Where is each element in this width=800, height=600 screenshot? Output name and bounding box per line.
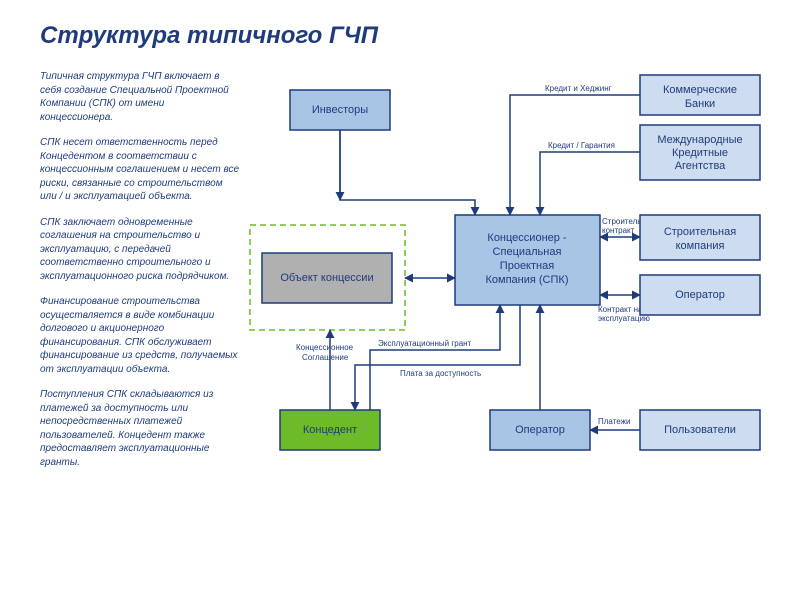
svg-text:Инвесторы: Инвесторы [312,104,368,116]
label-construction-2: контракт [602,226,635,235]
node-concedent: Концедент [280,410,380,450]
edge-grant [370,305,500,410]
label-availability: Плата за доступность [400,369,481,378]
edge-investors-to-spc [340,130,475,215]
node-banks: Коммерческие Банки [640,75,760,115]
label-payments: Платежи [598,417,630,426]
node-operator-bottom: Оператор [490,410,590,450]
svg-text:Проектная: Проектная [500,260,554,272]
node-spc: Концессионер - Специальная Проектная Ком… [455,215,600,305]
svg-text:Банки: Банки [685,98,715,110]
edge-banks-spc [510,95,640,215]
svg-text:компания: компания [676,240,725,252]
svg-text:Специальная: Специальная [493,246,562,258]
label-credit-guarantee: Кредит / Гарантия [548,141,615,150]
node-investors: Инвесторы [290,90,390,130]
svg-text:Оператор: Оператор [675,289,725,301]
node-construction: Строительная компания [640,215,760,260]
edge-availability [355,305,520,410]
label-concession-1: Концессионное [296,343,354,352]
node-operator-right: Оператор [640,275,760,315]
svg-text:Оператор: Оператор [515,424,565,436]
svg-text:Концессионер -: Концессионер - [487,232,567,244]
svg-text:Международные: Международные [657,134,742,146]
flowchart-diagram: Кредит и Хеджинг Кредит / Гарантия Строи… [0,0,800,600]
label-credit-hedging: Кредит и Хеджинг [545,84,612,93]
label-op-contract-1: Контракт на [598,305,643,314]
label-concession-2: Соглашение [302,353,349,362]
svg-text:Агентства: Агентства [675,160,726,172]
svg-text:Концедент: Концедент [303,424,357,436]
svg-text:Пользователи: Пользователи [664,424,736,436]
svg-text:Компания (СПК): Компания (СПК) [486,274,569,286]
node-users: Пользователи [640,410,760,450]
svg-text:Коммерческие: Коммерческие [663,84,737,96]
svg-text:Строительная: Строительная [664,226,736,238]
svg-text:Объект концессии: Объект концессии [280,272,373,284]
svg-text:Кредитные: Кредитные [672,147,728,159]
label-grant: Эксплуатационный грант [378,339,472,348]
edge-agencies-spc [540,152,640,215]
node-agencies: Международные Кредитные Агентства [640,125,760,180]
node-concession-object: Объект концессии [262,253,392,303]
